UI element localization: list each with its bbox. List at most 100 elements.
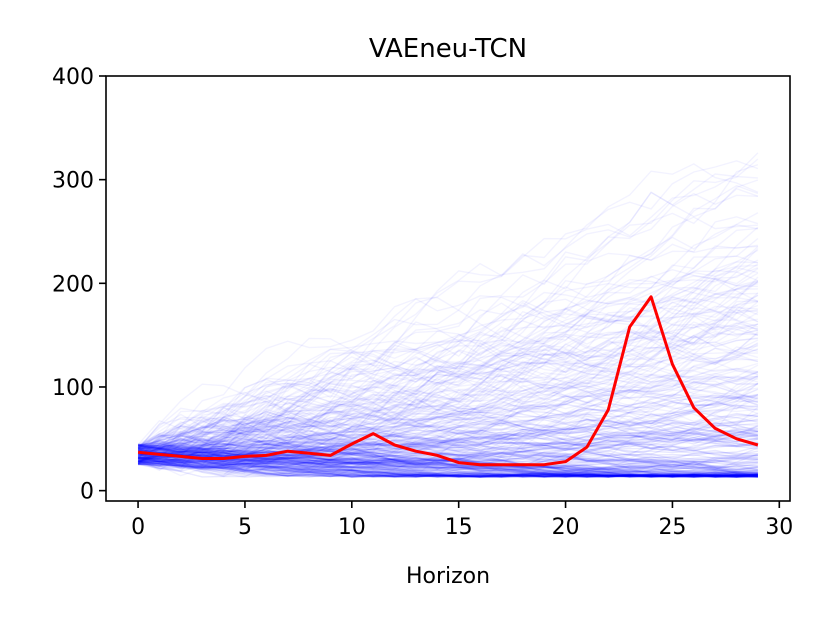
sample-path bbox=[137, 403, 759, 454]
sample-path bbox=[138, 431, 759, 452]
sample-path bbox=[138, 460, 758, 478]
sample-path bbox=[137, 227, 758, 458]
sample-path bbox=[137, 429, 759, 451]
sample-path bbox=[137, 418, 759, 447]
sample-path bbox=[137, 441, 758, 461]
sample-path bbox=[138, 444, 758, 466]
sample-path bbox=[138, 448, 758, 471]
sample-path bbox=[138, 388, 759, 463]
sample-path bbox=[137, 334, 758, 448]
sample-path bbox=[138, 462, 758, 478]
sample-path bbox=[137, 375, 759, 465]
sample-path bbox=[138, 267, 759, 450]
sample-path bbox=[137, 444, 758, 478]
sample-path bbox=[137, 443, 758, 460]
sample-path bbox=[138, 448, 758, 476]
sample-path bbox=[137, 415, 759, 465]
x-axis-label: Horizon bbox=[406, 564, 490, 589]
sample-path bbox=[137, 327, 758, 452]
sample-path bbox=[138, 444, 758, 478]
x-tick-label: 5 bbox=[238, 515, 252, 540]
sample-path bbox=[138, 443, 758, 476]
sample-path bbox=[138, 421, 758, 475]
sample-path bbox=[138, 449, 758, 465]
sample-path bbox=[138, 450, 758, 478]
y-tick-label: 0 bbox=[80, 480, 94, 505]
sample-path bbox=[138, 463, 758, 478]
sample-path bbox=[137, 266, 759, 452]
sample-path bbox=[137, 263, 759, 449]
sample-path bbox=[138, 460, 758, 478]
sample-path bbox=[137, 335, 758, 472]
sample-path bbox=[138, 457, 758, 478]
sample-path bbox=[137, 435, 758, 454]
sample-path bbox=[137, 278, 759, 465]
sample-path bbox=[138, 342, 759, 454]
sample-path bbox=[137, 392, 759, 464]
sample-path bbox=[137, 357, 759, 458]
sample-path bbox=[137, 412, 759, 463]
sample-path bbox=[137, 323, 759, 453]
sample-path bbox=[138, 152, 759, 468]
sample-path bbox=[138, 423, 758, 455]
sample-path bbox=[137, 405, 758, 476]
sample-path bbox=[137, 446, 758, 478]
sample-path bbox=[137, 440, 758, 466]
x-tick-label: 10 bbox=[338, 515, 366, 540]
sample-path bbox=[137, 255, 759, 460]
sample-path bbox=[137, 344, 759, 459]
sample-path bbox=[138, 457, 758, 478]
sample-path bbox=[138, 348, 759, 464]
x-axis: 0 5 10 15 20 25 30 bbox=[131, 501, 793, 540]
sample-path bbox=[137, 224, 759, 465]
sample-path bbox=[137, 244, 758, 458]
sample-path bbox=[138, 463, 758, 478]
sample-path bbox=[138, 272, 759, 459]
sample-path bbox=[137, 309, 758, 465]
sample-path bbox=[137, 358, 758, 453]
sample-path bbox=[138, 450, 758, 478]
sample-path bbox=[137, 160, 759, 465]
y-axis: 0 100 200 300 400 bbox=[52, 65, 106, 505]
sample-path bbox=[137, 280, 759, 472]
sample-path bbox=[138, 216, 758, 468]
sample-path bbox=[137, 281, 759, 466]
sample-path bbox=[137, 376, 759, 459]
sample-path bbox=[137, 179, 759, 477]
sample-path bbox=[138, 164, 759, 460]
sample-path bbox=[137, 163, 759, 450]
sample-path bbox=[137, 294, 759, 471]
sample-path bbox=[138, 444, 758, 474]
sample-path bbox=[137, 373, 758, 447]
sample-path bbox=[138, 356, 759, 449]
sample-path bbox=[137, 460, 758, 478]
sample-path bbox=[137, 442, 758, 471]
sample-path bbox=[138, 444, 758, 461]
sample-path bbox=[138, 458, 758, 478]
sample-path bbox=[137, 414, 758, 457]
sample-path bbox=[137, 323, 759, 478]
sample-path bbox=[137, 305, 758, 464]
sample-path bbox=[138, 460, 758, 478]
sample-path bbox=[137, 456, 758, 478]
sample-path bbox=[138, 424, 759, 468]
sample-path bbox=[137, 376, 759, 460]
sample-path bbox=[137, 382, 759, 456]
sample-path bbox=[137, 393, 758, 464]
sample-path bbox=[137, 382, 759, 472]
sample-path bbox=[137, 402, 758, 447]
sample-path bbox=[137, 324, 759, 453]
sample-path bbox=[138, 382, 759, 460]
sample-path bbox=[137, 462, 758, 478]
sample-path bbox=[138, 448, 758, 478]
sample-path bbox=[138, 454, 758, 477]
sample-path bbox=[138, 415, 758, 448]
sample-path bbox=[137, 400, 758, 463]
sample-path bbox=[138, 416, 758, 459]
sample-path bbox=[137, 173, 758, 450]
sample-path bbox=[138, 459, 758, 478]
sample-path bbox=[137, 267, 759, 471]
sample-path bbox=[138, 461, 758, 478]
sample-path bbox=[138, 451, 759, 474]
x-tick-label: 30 bbox=[765, 515, 793, 540]
